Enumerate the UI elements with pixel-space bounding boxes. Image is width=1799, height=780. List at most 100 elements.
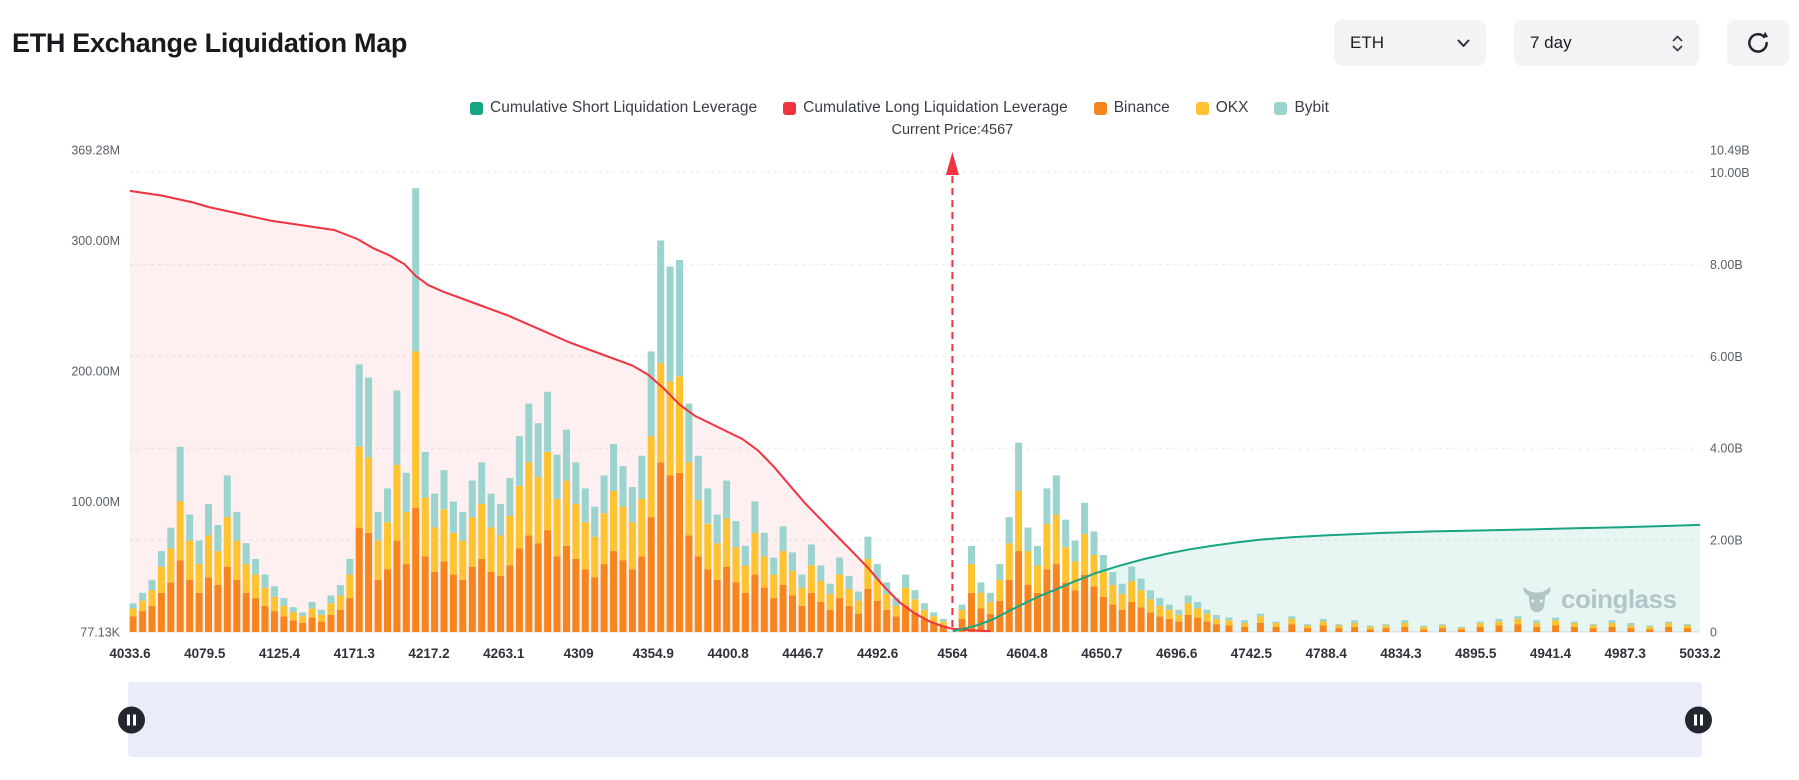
legend-item-bybit[interactable]: Bybit	[1274, 99, 1329, 117]
bar-segment	[789, 595, 796, 632]
page-title: ETH Exchange Liquidation Map	[12, 27, 408, 58]
x-axis-label: 4354.9	[633, 646, 674, 661]
bar-segment	[610, 551, 618, 632]
x-axis-label: 4895.5	[1455, 646, 1497, 661]
bar-segment	[920, 603, 928, 610]
bar-segment	[826, 609, 834, 632]
bar-segment	[1335, 625, 1343, 629]
bar-segment	[129, 608, 137, 617]
coin-select[interactable]: ETH	[1334, 20, 1486, 66]
bar-segment	[628, 569, 636, 632]
bar-segment	[1034, 592, 1041, 632]
bar-segment	[563, 429, 570, 481]
bar-segment	[1382, 624, 1390, 626]
bar-segment	[299, 616, 307, 623]
bar-segment	[139, 600, 147, 612]
bar-segment	[591, 577, 599, 632]
bar-segment	[751, 574, 759, 632]
right-axis-label: 2.00B	[1710, 534, 1743, 548]
legend-item-okx[interactable]: OKX	[1195, 99, 1248, 117]
bar-segment	[1024, 585, 1032, 632]
bar-segment	[685, 403, 693, 463]
bar-segment	[600, 564, 608, 632]
bar-segment	[666, 381, 674, 476]
legend-item-cumulative-long[interactable]: Cumulative Long Liquidation Leverage	[783, 99, 1068, 117]
bar-segment	[195, 540, 203, 565]
bar-segment	[440, 561, 448, 632]
bar-segment	[1241, 626, 1249, 632]
legend-item-cumulative-short[interactable]: Cumulative Short Liquidation Leverage	[470, 99, 757, 117]
bar-segment	[167, 548, 175, 583]
liquidation-chart[interactable]: 369.28M 300.00M 200.00M 100.00M 77.13K 10.49B…	[0, 0, 1799, 672]
bar-segment	[789, 570, 796, 596]
period-stepper[interactable]	[1672, 35, 1683, 52]
bar-segment	[449, 532, 457, 575]
bar-segment	[657, 240, 665, 364]
legend-item-binance[interactable]: Binance	[1093, 99, 1170, 117]
bar-segment	[647, 351, 655, 437]
bar-segment	[1099, 596, 1107, 632]
header: ETH Exchange Liquidation Map ETH 7 day	[12, 20, 1789, 66]
bar-segment	[1457, 626, 1465, 629]
coinglass-watermark: coinglass	[1522, 584, 1677, 615]
bar-segment	[892, 598, 900, 606]
bar-segment	[1165, 604, 1173, 610]
bar-segment	[1194, 608, 1202, 618]
bar-segment	[1335, 624, 1343, 626]
bar-segment	[902, 574, 910, 588]
bar-segment	[704, 523, 712, 570]
bar-segment	[1420, 626, 1428, 630]
bar-segment	[1109, 585, 1117, 605]
bar-segment	[581, 488, 589, 523]
bar-segment	[148, 590, 156, 606]
bar-segment	[1552, 620, 1560, 626]
bar-segment	[270, 611, 278, 632]
bar-segment	[836, 574, 844, 599]
bar-segment	[1128, 566, 1136, 582]
bar-segment	[996, 579, 1004, 601]
bar-segment	[1476, 622, 1484, 627]
bar-segment	[1062, 547, 1070, 583]
bar-segment	[930, 616, 938, 623]
bar-segment	[270, 586, 278, 597]
bar-segment	[544, 451, 552, 531]
zoom-scrollbar[interactable]	[118, 682, 1712, 757]
bar-segment	[741, 592, 749, 632]
bar-segment	[506, 478, 514, 516]
bar-segment	[685, 462, 693, 536]
bar-segment	[760, 556, 768, 588]
bar-segment	[412, 508, 420, 632]
bar-segment	[176, 446, 184, 502]
bar-segment	[1533, 626, 1541, 632]
x-axis-label: 4079.5	[184, 646, 226, 661]
bar-segment	[1225, 625, 1233, 632]
zoom-handle-right[interactable]	[1685, 706, 1712, 733]
bar-segment	[958, 609, 966, 619]
bar-segment	[478, 462, 486, 505]
zoom-handle-left[interactable]	[118, 706, 145, 733]
period-select[interactable]: 7 day	[1514, 20, 1699, 66]
x-axis-label: 5033.2	[1679, 646, 1720, 661]
bar-segment	[977, 592, 985, 609]
bar-segment	[920, 618, 928, 632]
bar-segment	[214, 525, 222, 552]
x-axis-label: 4696.6	[1156, 646, 1198, 661]
refresh-button[interactable]	[1727, 20, 1789, 66]
bar-segment	[581, 522, 589, 570]
bar-segment	[440, 470, 448, 510]
bar-segment	[1005, 543, 1013, 580]
bar-segment	[770, 574, 778, 599]
x-axis-label: 4834.3	[1380, 646, 1422, 661]
bar-segment	[497, 575, 504, 632]
bar-segment	[1665, 626, 1673, 632]
x-axis-label: 4171.3	[334, 646, 376, 661]
bar-segment	[581, 569, 589, 632]
bar-segment	[402, 564, 410, 632]
bar-segment	[1288, 624, 1296, 632]
legend-swatch-binance	[1093, 101, 1107, 115]
bar-segment	[176, 501, 184, 561]
bar-segment	[431, 527, 439, 572]
bar-segment	[384, 522, 391, 570]
x-axis-label: 4650.7	[1081, 646, 1122, 661]
bar-segment	[600, 475, 608, 514]
